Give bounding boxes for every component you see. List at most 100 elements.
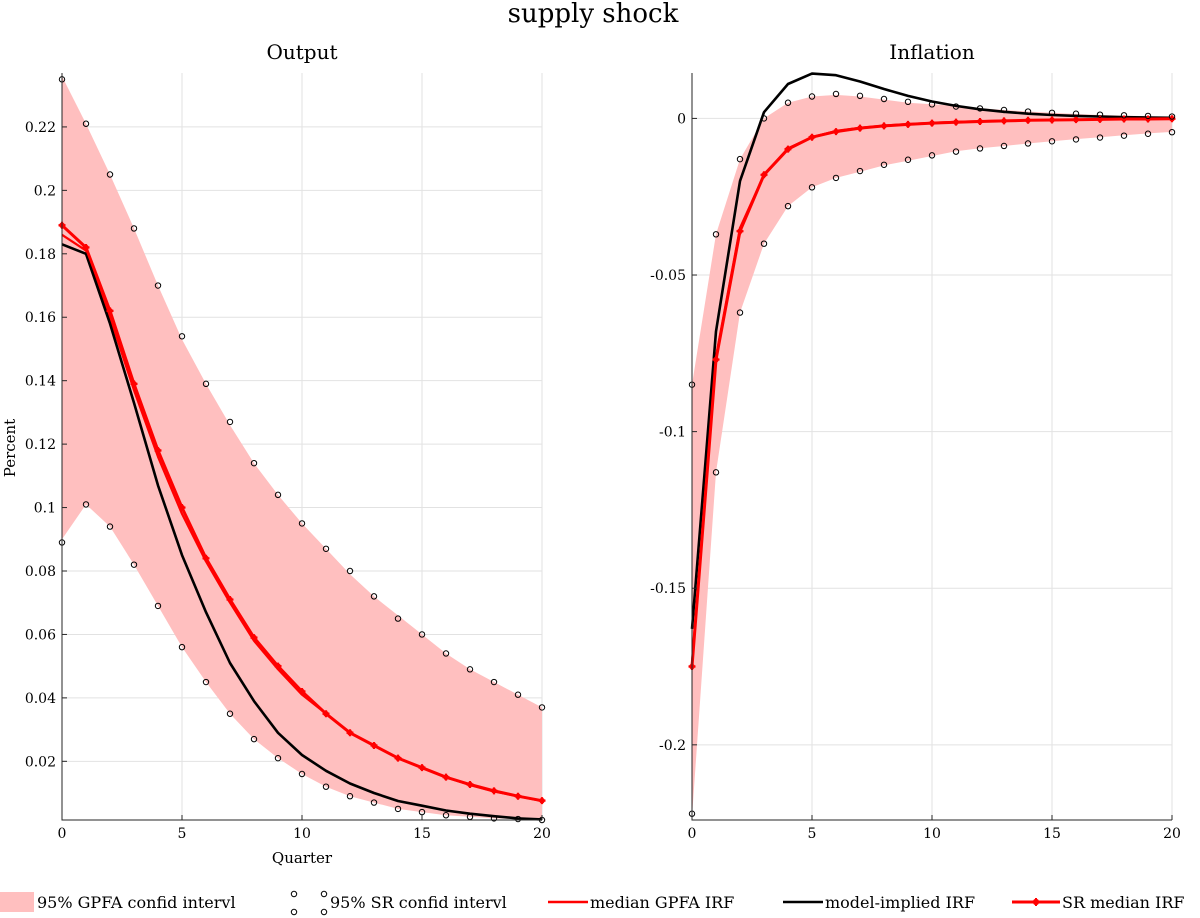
inflation-sr-median-dot — [737, 228, 743, 234]
inflation-sr-ci-lower-point — [880, 161, 888, 168]
inflation-sr-ci-lower-point — [1096, 134, 1104, 141]
inflation-y-tick-label: 0 — [677, 111, 686, 127]
output-sr-ci-lower-point — [490, 815, 498, 822]
inflation-sr-ci-lower-point — [808, 184, 816, 191]
output-sr-median-dot — [515, 793, 521, 800]
inflation-sr-median-dot — [1049, 117, 1055, 123]
inflation-sr-ci-upper-point — [832, 90, 840, 98]
output-sr-median-dot — [347, 729, 353, 736]
output-y-tick-label: 0.22 — [25, 120, 56, 136]
output-sr-ci-lower-point — [322, 783, 330, 790]
output-y-tick-label: 0.2 — [34, 183, 56, 199]
output-sr-ci-upper-point — [418, 631, 426, 638]
output-sr-ci-upper-point — [154, 282, 162, 289]
output-panel-title: Output — [266, 40, 337, 64]
output-sr-ci-upper-point — [490, 678, 498, 686]
output-sr-median-dot — [131, 381, 137, 387]
output-sr-median-dot — [395, 755, 401, 761]
output-sr-ci-lower-point — [442, 812, 450, 819]
inflation-sr-median-dot — [881, 123, 887, 129]
output-sr-ci-lower-point — [202, 678, 210, 686]
inflation-sr-ci-lower-point — [928, 152, 936, 159]
inflation-sr-ci-upper-point — [1024, 108, 1032, 115]
output-y-tick-label: 0.08 — [25, 564, 56, 580]
output-sr-ci-upper-point — [394, 615, 402, 622]
output-sr-ci-lower-point — [154, 602, 162, 610]
inflation-sr-ci-lower-point — [760, 240, 768, 247]
inflation-sr-median-dot — [1169, 115, 1175, 122]
output-x-tick-label: 5 — [178, 826, 187, 842]
output-sr-median-dot — [539, 797, 545, 804]
inflation-sr-ci-lower-point — [976, 145, 984, 152]
output-tick-labels: 0 5 10 15 20 0.02 0.04 0.06 0.08 0.1 0.12 0.14 0.16 0… — [25, 120, 551, 842]
inflation-sr-median-dot — [1025, 117, 1031, 124]
inflation-sr-ci-upper-point — [952, 103, 960, 110]
inflation-sr-ci-lower-point — [736, 309, 744, 316]
output-sr-ci-lower-point — [106, 523, 114, 530]
inflation-sr-ci-lower-point — [1024, 140, 1032, 147]
output-sr-ci-upper-point — [466, 666, 474, 673]
output-sr-ci-upper-point — [322, 545, 330, 552]
legend-model-label: model-implied IRF — [825, 893, 975, 912]
inflation-sr-ci-upper-point — [808, 93, 816, 100]
output-sr-ci-lower-point — [514, 815, 522, 823]
inflation-panel-title: Inflation — [889, 40, 975, 64]
output-x-tick-label: 15 — [413, 826, 431, 842]
inflation-sr-ci-lower-point — [1072, 136, 1080, 143]
output-sr-ci-lower-point — [298, 770, 306, 778]
inflation-sr-median-dot — [905, 121, 911, 128]
output-sr-median-dot — [155, 447, 161, 454]
output-panel: Output 0 5 10 15 20 0.02 0.04 0.06 0.08 0.1 0.12 0.… — [1, 40, 551, 867]
output-sr-ci-lower-point — [394, 805, 402, 813]
inflation-sr-ci-upper-point — [1168, 113, 1176, 120]
output-sr-ci-upper-point — [250, 459, 258, 467]
inflation-plot-area — [688, 72, 1176, 821]
output-y-tick-label: 0.1 — [34, 501, 56, 517]
inflation-sr-median-dot — [809, 134, 815, 141]
inflation-tick-labels: 0 5 10 15 20 -0.2 -0.15 -0.1 -0.05 0 — [650, 111, 1181, 842]
legend-band-label: 95% GPFA confid intervl — [37, 893, 236, 912]
legend-band-swatch — [0, 892, 34, 912]
output-y-tick-label: 0.06 — [25, 627, 56, 643]
output-sr-ci-lower-point — [370, 799, 378, 806]
inflation-sr-ci-upper-point — [1000, 106, 1008, 114]
output-sr-ci-lower-point — [250, 735, 258, 743]
inflation-sr-median-dot — [857, 125, 863, 131]
output-sr-median-dot — [107, 308, 113, 314]
inflation-x-tick-label: 15 — [1043, 826, 1061, 842]
output-sr-median-dot — [203, 555, 209, 562]
output-y-tick-label: 0.14 — [25, 374, 56, 390]
inflation-sr-ci-upper-point — [1072, 110, 1080, 117]
output-y-tick-label: 0.12 — [25, 437, 56, 453]
output-sr-ci-upper-point — [514, 691, 522, 698]
inflation-sr-median-dot — [1073, 116, 1079, 123]
inflation-sr-ci-upper-point — [880, 95, 888, 103]
output-sr-ci-upper-point — [538, 704, 546, 711]
output-sr-median-dot — [179, 504, 185, 511]
inflation-sr-ci-upper-point — [1096, 111, 1104, 118]
inflation-x-tick-label: 20 — [1163, 826, 1181, 842]
output-sr-ci-lower-point — [178, 643, 186, 651]
inflation-x-tick-label: 10 — [923, 826, 941, 842]
output-y-tick-label: 0.16 — [25, 310, 56, 326]
inflation-sr-median-dot — [785, 146, 791, 152]
inflation-sr-ci-upper-point — [784, 99, 792, 106]
output-sr-ci-lower-point — [226, 710, 234, 717]
inflation-sr-ci-upper-point — [1048, 109, 1056, 116]
inflation-sr-ci-upper-point — [736, 155, 744, 163]
inflation-y-tick-label: -0.1 — [659, 425, 686, 441]
inflation-x-tick-label: 0 — [688, 826, 697, 842]
inflation-sr-ci-upper-point — [760, 115, 768, 122]
output-sr-median-dot — [419, 764, 425, 771]
output-sr-ci-lower-point — [274, 754, 282, 762]
figure-title: supply shock — [508, 0, 679, 29]
inflation-sr-ci-lower-point — [904, 156, 912, 163]
output-sr-median-dot — [299, 688, 305, 695]
inflation-sr-ci-lower-point — [784, 202, 792, 210]
inflation-sr-median-dot — [833, 128, 839, 135]
output-sr-ci-lower-point — [130, 561, 138, 568]
output-sr-median-dot — [443, 774, 449, 780]
inflation-sr-ci-upper-point — [1144, 112, 1152, 120]
inflation-sr-ci-lower-point — [856, 167, 864, 175]
legend: 95% GPFA confid intervl 95% SR confid int… — [0, 890, 1185, 916]
